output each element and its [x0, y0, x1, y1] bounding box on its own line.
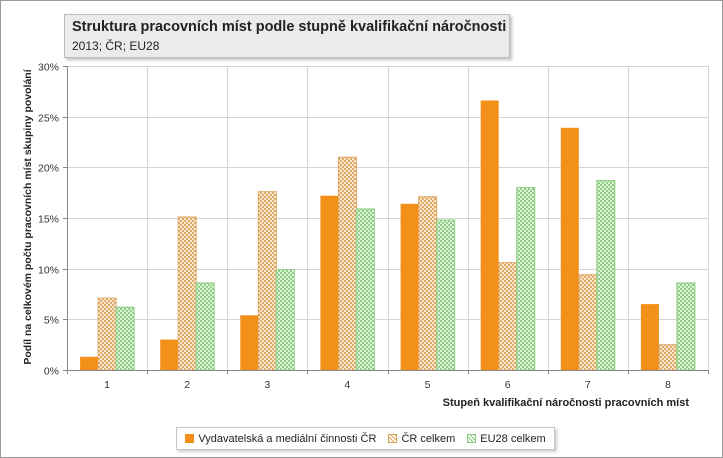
bar — [275, 269, 295, 371]
legend-item: EU28 celkem — [467, 432, 546, 445]
legend-item: ČR celkem — [388, 433, 455, 445]
x-tick-label: 4 — [345, 379, 351, 391]
bar — [640, 304, 659, 370]
bar — [240, 315, 259, 370]
y-tick-label: 10% — [38, 265, 59, 277]
bar — [578, 274, 598, 371]
y-tick-label: 0% — [44, 366, 59, 378]
x-tick-label: 2 — [184, 379, 190, 391]
legend-item: Vydavatelská a mediální činnosti ČR — [185, 433, 376, 445]
legend-label: ČR celkem — [401, 432, 456, 445]
x-tick-label: 5 — [425, 379, 431, 391]
y-tick-label: 25% — [38, 113, 59, 125]
bar — [320, 195, 339, 370]
bar — [676, 282, 696, 371]
bar — [498, 262, 518, 371]
x-tick-label: 1 — [104, 379, 110, 391]
bar — [355, 208, 375, 371]
bar — [658, 344, 678, 371]
y-axis-label: Podíl na celkovém počtu pracovních míst … — [22, 68, 34, 364]
x-tick-label: 6 — [505, 379, 511, 391]
bar — [516, 187, 536, 371]
y-tick-label: 20% — [38, 163, 59, 175]
y-tick-label: 30% — [38, 62, 59, 74]
bar — [160, 339, 179, 370]
chart-subtitle: 2013; ČR; EU28 — [72, 39, 160, 53]
bar — [480, 100, 499, 370]
legend-swatch — [388, 434, 398, 443]
bar — [257, 191, 277, 371]
bar — [177, 216, 197, 371]
bar — [97, 297, 117, 371]
bar — [560, 127, 579, 370]
bar — [80, 356, 99, 370]
x-axis-label: Stupeň kvalifikační náročnosti pracovníc… — [443, 397, 690, 409]
legend-swatch — [467, 434, 477, 443]
y-tick-label: 5% — [44, 315, 59, 327]
legend-swatch — [185, 434, 195, 443]
chart-title: Struktura pracovních míst podle stupně k… — [72, 19, 507, 35]
bar — [436, 219, 456, 371]
chart-title-box: Struktura pracovních míst podle stupně k… — [64, 14, 510, 58]
bar — [418, 196, 438, 371]
bar — [596, 180, 616, 371]
grid — [67, 66, 709, 371]
bar — [195, 282, 215, 371]
bars — [80, 100, 696, 371]
bar — [115, 306, 135, 371]
y-tick-label: 15% — [38, 214, 59, 226]
legend: Vydavatelská a mediální činnosti ČR ČR c… — [176, 427, 555, 450]
x-tick-label: 3 — [264, 379, 270, 391]
x-tick-label: 8 — [665, 379, 671, 391]
bar — [337, 156, 357, 371]
axes: 0% 5% 10% 15% 20% 25% 30% 1 2 3 4 5 6 7 8 — [38, 62, 709, 391]
legend-label: EU28 celkem — [480, 432, 546, 445]
legend-label: Vydavatelská a mediální činnosti ČR — [198, 432, 377, 445]
x-tick-label: 7 — [585, 379, 591, 391]
bar — [400, 203, 419, 370]
